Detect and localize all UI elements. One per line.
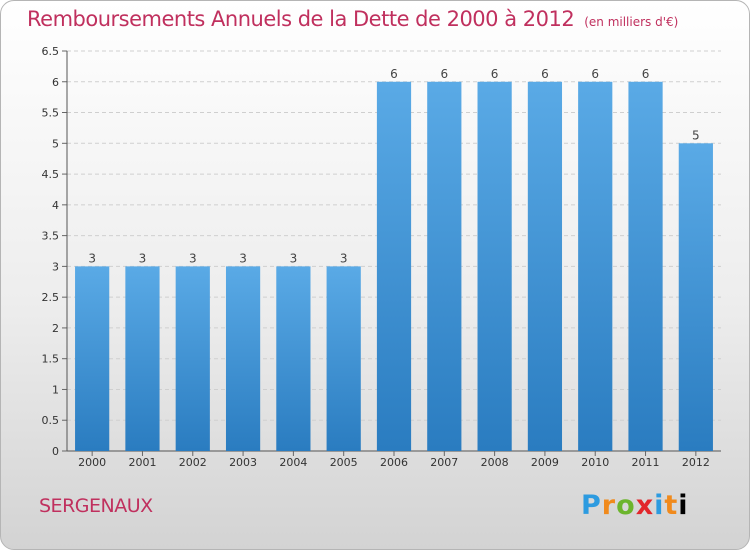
chart-unit: (en milliers d'€) [584,15,679,29]
logo-letter: t [664,490,679,521]
data-label: 5 [692,128,700,142]
x-tick-label: 2002 [179,456,207,469]
x-tick-label: 2006 [380,456,408,469]
x-tick-label: 2001 [128,456,156,469]
logo-letter: i [678,490,689,521]
bar [125,266,160,451]
x-tick-label: 2005 [330,456,358,469]
x-tick-label: 2007 [430,456,458,469]
proxiti-logo: Proxiti [581,490,689,521]
y-tick-label: 4 [52,199,59,212]
data-label: 6 [491,67,499,81]
y-tick-label: 2 [52,322,59,335]
logo-letter: i [654,490,665,521]
y-tick-label: 0 [52,445,59,458]
y-tick-label: 6 [52,76,59,89]
data-label: 3 [340,251,348,265]
bar [376,81,412,452]
x-tick-label: 2010 [581,456,609,469]
x-tick-label: 2003 [229,456,257,469]
bar [427,81,462,452]
data-label: 6 [541,67,549,81]
bar [276,266,311,451]
bar [578,81,613,452]
data-label: 6 [642,67,650,81]
data-label: 6 [591,67,599,81]
bar [527,81,563,452]
logo-letter: o [616,490,636,521]
x-tick-label: 2009 [531,456,559,469]
y-tick-label: 3.5 [42,230,60,243]
logo-letter: x [635,490,655,521]
bar [477,81,512,452]
chart-title-text: Remboursements Annuels de la Dette de 20… [27,7,575,31]
bar [225,266,261,451]
y-tick-label: 1 [52,383,59,396]
bar [326,266,361,451]
y-tick-label: 0.5 [42,414,60,427]
logo-letter: P [581,490,602,521]
bar [175,266,210,451]
y-tick-label: 5 [52,137,59,150]
data-label: 3 [139,251,147,265]
data-label: 3 [290,251,298,265]
x-tick-label: 2012 [682,456,710,469]
y-tick-label: 6.5 [42,45,60,58]
data-label: 6 [440,67,448,81]
y-tick-label: 4.5 [42,168,60,181]
y-tick-label: 5.5 [42,107,60,120]
commune-name: SERGENAUX [39,495,153,517]
x-tick-label: 2004 [279,456,307,469]
data-label: 3 [189,251,197,265]
y-tick-label: 2.5 [42,291,60,304]
x-tick-label: 2008 [481,456,509,469]
bar [678,143,713,452]
y-tick-label: 1.5 [42,353,60,366]
chart-title: Remboursements Annuels de la Dette de 20… [27,7,678,31]
data-label: 3 [239,251,247,265]
bar [628,81,663,452]
y-tick-label: 3 [52,260,59,273]
x-tick-label: 2000 [78,456,106,469]
bar [75,266,110,451]
logo-letter: r [601,490,617,521]
x-tick-label: 2011 [632,456,660,469]
data-label: 3 [88,251,96,265]
data-label: 6 [390,67,398,81]
